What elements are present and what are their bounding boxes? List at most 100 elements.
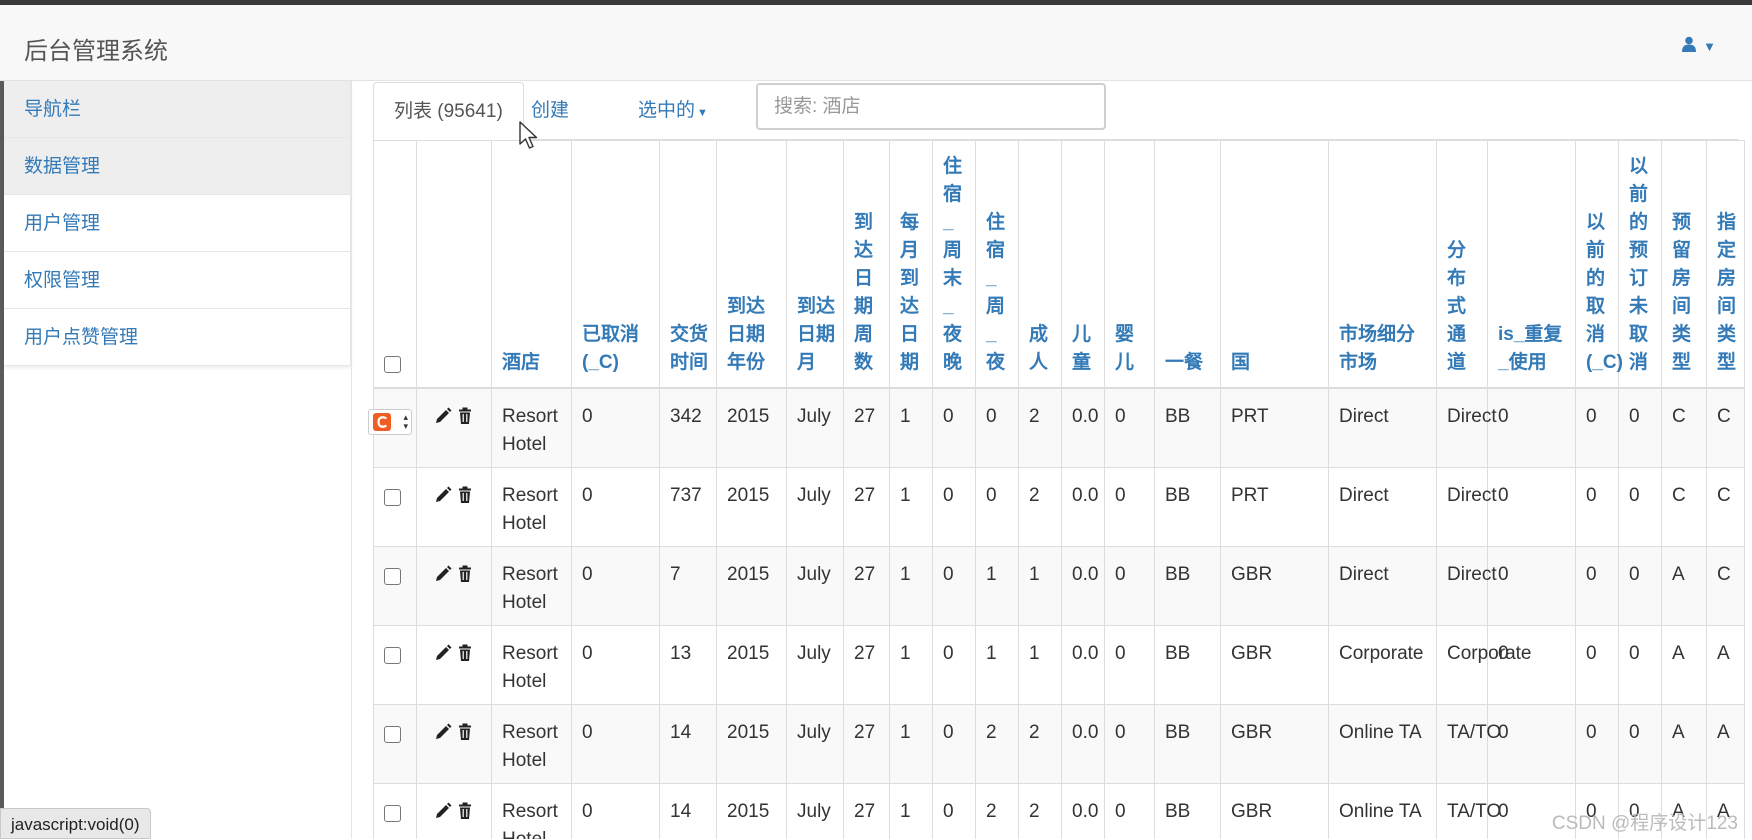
table-cell: Direct: [1436, 387, 1497, 468]
table-cell: 0: [1104, 624, 1155, 705]
list-tabs: 列表 (95641) 创建 选中的 ▼: [373, 82, 1738, 141]
app-title[interactable]: 后台管理系统: [24, 38, 168, 65]
table-cell: 0: [1104, 703, 1155, 784]
table-cell: Resort Hotel: [491, 703, 572, 784]
user-menu[interactable]: ▼: [1681, 35, 1716, 56]
column-header[interactable]: 已取消(_C): [571, 140, 660, 389]
pencil-icon[interactable]: [434, 565, 452, 583]
table-cell: BB: [1154, 387, 1221, 468]
table-cell: 2: [975, 782, 1019, 839]
table-cell: PRT: [1220, 466, 1329, 547]
column-header[interactable]: 儿童: [1061, 140, 1105, 389]
tab-selected[interactable]: 选中的 ▼: [618, 82, 728, 141]
table-cell: BB: [1154, 782, 1221, 839]
table-cell: 0: [1104, 782, 1155, 839]
trash-icon[interactable]: [456, 486, 474, 504]
table-cell: 0: [1487, 466, 1576, 547]
column-header[interactable]: 预留房间类型: [1661, 140, 1707, 389]
table-cell: 0: [1618, 387, 1662, 468]
column-header[interactable]: is_重复_使用: [1487, 140, 1576, 389]
table-cell: July: [786, 782, 844, 839]
column-header[interactable]: 以前的预订未取消: [1618, 140, 1662, 389]
column-header[interactable]: 交货时间: [659, 140, 717, 389]
table-cell: 0: [571, 703, 660, 784]
row-actions: [416, 782, 492, 839]
table-row: Resort Hotel 0 342 2015 July 27 1 0 0 2 0.0 0 BB PRT D…: [373, 387, 1745, 468]
row-checkbox[interactable]: [384, 646, 401, 664]
pencil-icon[interactable]: [434, 802, 452, 820]
tab-list[interactable]: 列表 (95641): [373, 82, 524, 141]
trash-icon[interactable]: [456, 802, 474, 820]
column-header[interactable]: 国: [1220, 140, 1329, 389]
table-cell: 0.0: [1061, 466, 1105, 547]
table-cell: 0: [1575, 545, 1619, 626]
trash-icon[interactable]: [456, 565, 474, 583]
table-cell: C: [1706, 466, 1745, 547]
table-cell: 0: [932, 782, 976, 839]
table-cell: 0: [1575, 782, 1619, 839]
trash-icon[interactable]: [456, 644, 474, 662]
table-cell: 0: [932, 624, 976, 705]
column-header[interactable]: 成人: [1018, 140, 1062, 389]
column-header[interactable]: 一餐: [1154, 140, 1221, 389]
window-top-border: [0, 0, 1752, 5]
column-header[interactable]: 指定房间类型: [1706, 140, 1745, 389]
sidebar-item-permission-management[interactable]: 权限管理: [4, 252, 350, 309]
row-checkbox[interactable]: [384, 488, 401, 506]
column-header[interactable]: 分布式通道: [1436, 140, 1488, 389]
table-cell: Online TA: [1328, 703, 1437, 784]
row-select-cell: [373, 466, 417, 547]
sidebar-item-user-management[interactable]: 用户管理: [4, 195, 350, 252]
table-cell: 2: [1018, 387, 1062, 468]
column-header[interactable]: 酒店: [491, 140, 572, 389]
table-cell: July: [786, 703, 844, 784]
column-header[interactable]: 到达日期周数: [843, 140, 890, 389]
column-header[interactable]: 住宿_周末_夜晚: [932, 140, 976, 389]
table-cell: 14: [659, 782, 717, 839]
table-cell: 0: [1575, 703, 1619, 784]
pencil-icon[interactable]: [434, 644, 452, 662]
table-cell: July: [786, 466, 844, 547]
table-cell: GBR: [1220, 703, 1329, 784]
csdn-logo: [373, 413, 391, 431]
search-input[interactable]: [756, 83, 1106, 130]
window-left-border: [0, 81, 4, 839]
table-row: Resort Hotel 0 13 2015 July 27 1 0 1 1 0.0 0 BB GBR Co…: [373, 624, 1745, 705]
table-cell: 1: [975, 624, 1019, 705]
table-cell: July: [786, 624, 844, 705]
pencil-icon[interactable]: [434, 723, 452, 741]
table-cell: 0: [571, 782, 660, 839]
trash-icon[interactable]: [456, 407, 474, 425]
row-checkbox[interactable]: [384, 725, 401, 743]
sidebar-item-likes-management[interactable]: 用户点赞管理: [4, 309, 350, 366]
trash-icon[interactable]: [456, 723, 474, 741]
table-cell: 7: [659, 545, 717, 626]
csdn-toolbar-badge[interactable]: ▴ ▾: [368, 409, 412, 435]
tab-create[interactable]: 创建: [531, 100, 570, 121]
column-header[interactable]: 住宿_周_夜: [975, 140, 1019, 389]
column-header[interactable]: 到达日期月: [786, 140, 844, 389]
table-cell: Resort Hotel: [491, 466, 572, 547]
table-cell: Direct: [1328, 387, 1437, 468]
table-cell: C: [1661, 387, 1707, 468]
row-actions: [416, 387, 492, 468]
row-checkbox[interactable]: [384, 567, 401, 585]
column-header[interactable]: 婴儿: [1104, 140, 1155, 389]
column-header[interactable]: 每月到达日期: [889, 140, 933, 389]
column-header[interactable]: 以前的取消(_C): [1575, 140, 1623, 389]
sidebar-item-navigation[interactable]: 导航栏: [4, 81, 350, 138]
row-actions: [416, 624, 492, 705]
select-all-checkbox[interactable]: [384, 355, 401, 373]
table-cell: A: [1661, 703, 1707, 784]
pencil-icon[interactable]: [434, 486, 452, 504]
table-cell: PRT: [1220, 387, 1329, 468]
row-checkbox[interactable]: [384, 804, 401, 822]
column-header[interactable]: 市场细分市场: [1328, 140, 1437, 389]
sidebar-item-data-management[interactable]: 数据管理: [4, 138, 350, 195]
chevron-down-icon: ▼: [697, 107, 708, 119]
main-divider: [351, 81, 352, 839]
chevron-down-icon: ▼: [1703, 39, 1716, 54]
column-header[interactable]: 到达日期年份: [716, 140, 787, 389]
pencil-icon[interactable]: [434, 407, 452, 425]
table-cell: 0: [932, 387, 976, 468]
